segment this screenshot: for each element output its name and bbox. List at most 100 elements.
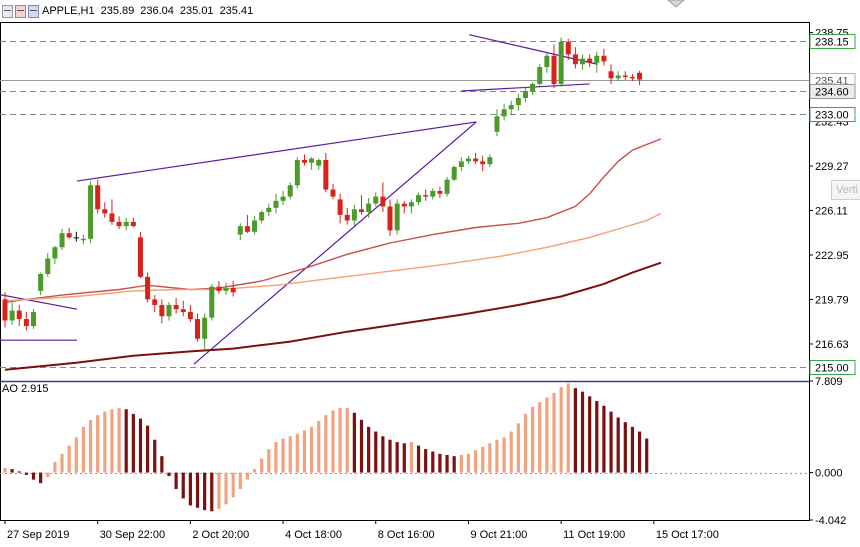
candle-body: [408, 202, 414, 207]
candle-body: [66, 233, 72, 238]
candle-body: [351, 209, 357, 221]
ao-bar: [338, 408, 342, 473]
ao-bar: [588, 396, 592, 473]
ao-bar: [345, 408, 349, 473]
ao-bar: [331, 410, 335, 473]
indicator-label: AO 2.915: [2, 383, 49, 395]
time-tick-label: 27 Sep 2019: [7, 529, 69, 541]
candle-body: [558, 41, 564, 84]
candle-body: [187, 312, 193, 320]
ao-bar: [67, 445, 71, 473]
candle-body: [266, 207, 272, 213]
ao-bar: [96, 415, 100, 473]
price-label-value: 233.00: [815, 110, 849, 122]
candle-body: [508, 105, 514, 110]
candle-body: [330, 189, 336, 197]
time-tick-label: 4 Oct 18:00: [285, 529, 342, 541]
ao-bar: [395, 442, 399, 473]
candle-body: [437, 190, 443, 194]
candle-body: [451, 167, 457, 180]
chart-window-red-icon[interactable]: [15, 4, 26, 18]
candle-body: [458, 161, 464, 168]
ao-bar: [110, 409, 114, 473]
ao-bar: [367, 426, 371, 473]
price-label-box: [809, 107, 856, 122]
candle-body: [180, 309, 186, 313]
candle-body: [594, 55, 600, 63]
price-tick-label: 226.11: [815, 206, 848, 218]
ao-bar: [502, 437, 506, 473]
ao-bar: [260, 458, 264, 473]
candle-body: [230, 288, 236, 293]
candle-body: [301, 159, 307, 163]
ao-bar: [10, 469, 14, 473]
candle-body: [31, 312, 37, 327]
candle-body: [537, 67, 543, 84]
candle-body: [9, 310, 15, 321]
candle-body: [337, 199, 343, 215]
candle-body: [130, 221, 136, 227]
trendline: [0, 294, 78, 310]
ao-bar: [324, 415, 328, 473]
candle-body: [252, 220, 258, 232]
price-tick-label: 222.95: [815, 250, 849, 262]
ao-bar: [153, 439, 157, 473]
time-tick-label: 8 Oct 16:00: [378, 529, 435, 541]
candle-body: [444, 179, 450, 194]
open-value: 235.89: [100, 5, 135, 17]
ao-bar: [181, 472, 185, 499]
ao-bar: [459, 454, 463, 473]
candle-body: [309, 158, 315, 163]
vertical-line-label[interactable]: Verti: [831, 180, 860, 200]
ao-bar: [53, 462, 57, 473]
symbol-label: APPLE,H1: [42, 5, 95, 17]
ao-bar: [131, 413, 135, 473]
candle-body: [565, 41, 571, 55]
ao-bar: [545, 397, 549, 473]
candle-body: [373, 196, 379, 204]
candle-body: [601, 55, 607, 62]
candle-body: [480, 161, 486, 165]
plot-frame: [0, 22, 810, 521]
ao-bar: [295, 433, 299, 473]
chart-shift-icon: [667, 0, 685, 8]
price-label-value: 238.15: [815, 37, 849, 49]
candle-body: [259, 212, 265, 221]
chart-header: APPLE,H1 235.89 236.04 235.01 235.41: [0, 0, 253, 22]
price-label-value: 215.00: [815, 363, 849, 375]
candle-body: [145, 276, 151, 300]
candle-body: [501, 109, 507, 117]
candle-body: [423, 195, 429, 197]
candle-body: [387, 206, 393, 231]
ao-bar: [409, 442, 414, 473]
ao-tick-label: 0.000: [815, 468, 843, 480]
ao-bar: [81, 426, 86, 473]
trendline: [193, 121, 477, 365]
chart-window-icon[interactable]: [2, 4, 13, 18]
candle-body: [52, 247, 58, 259]
ao-bar: [374, 431, 378, 473]
candle-body: [152, 299, 158, 305]
candle-body: [202, 317, 208, 339]
candle-body: [216, 286, 222, 291]
candle-body: [637, 72, 643, 80]
candle-body: [102, 209, 108, 214]
candle-body: [615, 75, 621, 79]
ao-bar: [60, 453, 64, 473]
ao-bar: [566, 383, 570, 473]
ao-bar: [317, 420, 321, 473]
ao-bar: [595, 401, 599, 473]
candle-body: [416, 195, 422, 203]
candle-body: [287, 185, 293, 197]
time-tick-label: 9 Oct 21:00: [470, 529, 527, 541]
candle-body: [209, 286, 215, 318]
ao-bar: [602, 405, 606, 473]
ao-bar: [431, 451, 435, 473]
candle-body: [294, 159, 300, 186]
candle-body: [401, 203, 407, 207]
ao-bar: [146, 425, 150, 473]
candle-body: [16, 310, 22, 320]
chart-window-blue-icon[interactable]: [28, 4, 39, 18]
